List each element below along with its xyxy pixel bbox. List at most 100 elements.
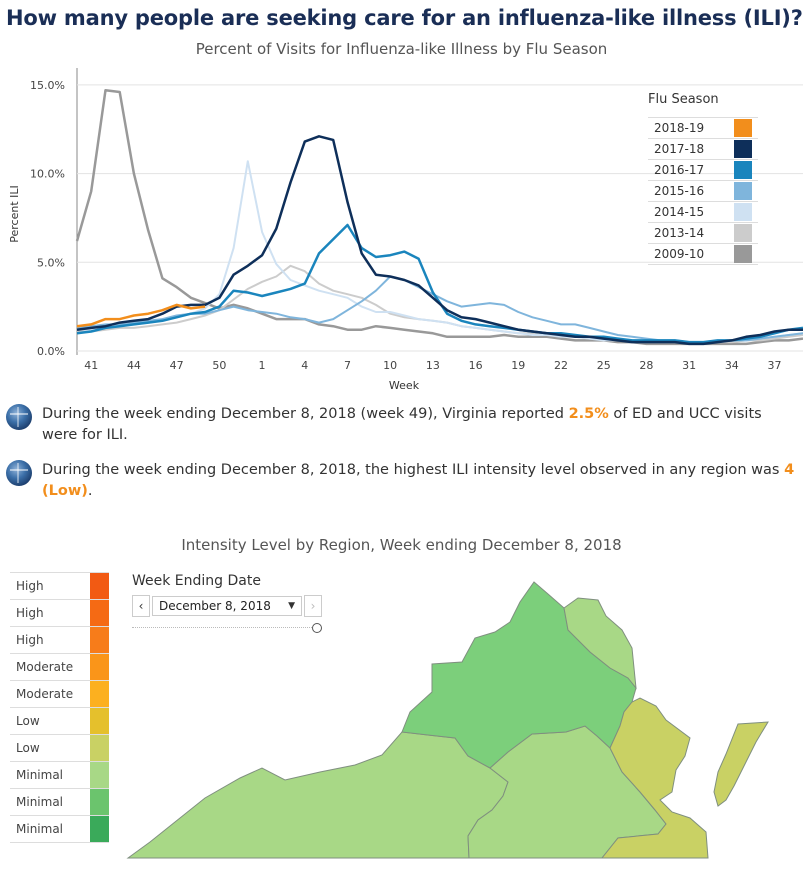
intensity-swatch	[90, 573, 109, 599]
intensity-scale-item: Low	[10, 707, 109, 734]
intensity-swatch	[90, 708, 109, 734]
intensity-scale-item: Moderate	[10, 680, 109, 707]
region-southwest[interactable]	[126, 731, 509, 859]
globe-icon	[6, 460, 32, 486]
highlight-value: 2.5%	[568, 406, 609, 422]
region-eastern[interactable]	[600, 697, 709, 859]
y-tick-label: 10.0%	[30, 168, 65, 181]
highlight-value: 4 (Low)	[42, 462, 795, 499]
intensity-label: High	[16, 606, 44, 620]
bullet-intensity-level: During the week ending December 8, 2018,…	[6, 460, 801, 502]
series-line-2015-16[interactable]	[76, 275, 803, 344]
x-tick-label: 19	[511, 359, 525, 372]
intensity-label: Low	[16, 714, 40, 728]
x-tick-label: 47	[170, 359, 184, 372]
x-tick-label: 34	[725, 359, 739, 372]
bullet-text: During the week ending December 8, 2018,…	[42, 462, 795, 499]
legend-swatch	[734, 119, 752, 137]
intensity-scale-item: Minimal	[10, 815, 109, 843]
intensity-swatch	[90, 654, 109, 680]
flu-season-legend: Flu Season 2018-19 2017-18 2016-17 2015-16 2…	[648, 92, 758, 265]
legend-item[interactable]: 2013-14	[648, 222, 758, 243]
legend-label: 2015-16	[654, 184, 705, 198]
legend-label: 2016-17	[654, 163, 705, 177]
week-ending-date-select[interactable]: December 8, 2018 ▼	[152, 596, 302, 616]
intensity-scale-item: Minimal	[10, 761, 109, 788]
intensity-swatch	[90, 762, 109, 788]
x-tick-label: 28	[639, 359, 653, 372]
legend-swatch	[734, 245, 752, 263]
intensity-swatch	[90, 735, 109, 761]
x-tick-label: 1	[259, 359, 266, 372]
y-tick-label: 15.0%	[30, 79, 65, 92]
intensity-swatch	[90, 789, 109, 815]
x-tick-label: 22	[554, 359, 568, 372]
legend-label: 2017-18	[654, 142, 705, 156]
selected-date: December 8, 2018	[159, 599, 271, 613]
x-tick-label: 41	[84, 359, 98, 372]
legend-item[interactable]: 2016-17	[648, 159, 758, 180]
intensity-label: Minimal	[16, 822, 64, 836]
y-tick-label: 0.0%	[37, 345, 65, 358]
next-week-button[interactable]: ›	[304, 595, 322, 617]
legend-item[interactable]: 2015-16	[648, 180, 758, 201]
intensity-swatch	[90, 681, 109, 707]
y-tick-label: 5.0%	[37, 256, 65, 269]
week-ending-title: Week Ending Date	[132, 573, 261, 589]
intensity-scale-item: High	[10, 572, 109, 599]
legend-swatch	[734, 140, 752, 158]
region-northern[interactable]	[563, 597, 637, 690]
intensity-scale-legend: High High High Moderate Moderate Low Low Minima…	[10, 572, 109, 843]
intensity-label: Moderate	[16, 687, 74, 701]
intensity-swatch	[90, 816, 109, 842]
legend-swatch	[734, 203, 752, 221]
x-tick-label: 50	[212, 359, 226, 372]
virginia-region-map	[126, 581, 769, 859]
x-axis-label: Week	[389, 379, 420, 392]
legend-swatch	[734, 224, 752, 242]
legend-swatch	[734, 182, 752, 200]
legend-label: 2014-15	[654, 205, 705, 219]
legend-item[interactable]: 2014-15	[648, 201, 758, 222]
series-line-2017-18[interactable]	[76, 135, 803, 346]
series-line-2018-19[interactable]	[76, 303, 206, 328]
intensity-scale-item: Low	[10, 734, 109, 761]
legend-swatch	[734, 161, 752, 179]
chevron-right-icon: ›	[310, 599, 316, 613]
region-eastern-shore[interactable]	[713, 721, 769, 807]
legend-label: 2013-14	[654, 226, 705, 240]
week-ending-filter: Week Ending Date ‹ December 8, 2018 ▼ ›	[132, 573, 322, 633]
intensity-swatch	[90, 600, 109, 626]
x-tick-label: 10	[383, 359, 397, 372]
intensity-swatch	[90, 627, 109, 653]
chart-title: Percent of Visits for Influenza-like Ill…	[195, 40, 608, 58]
slider-handle[interactable]	[312, 623, 322, 633]
x-tick-label: 16	[469, 359, 483, 372]
intensity-label: Moderate	[16, 660, 74, 674]
ili-line-chart: 0.0%5.0%10.0%15.0%41 44 47 50 1 4 7 10 13 16 19 22 2…	[8, 68, 803, 392]
legend-item[interactable]: 2017-18	[648, 138, 758, 159]
bullet-text: During the week ending December 8, 2018 …	[42, 406, 762, 443]
slider-track	[132, 627, 314, 630]
x-tick-label: 31	[682, 359, 696, 372]
legend-item[interactable]: 2009-10	[648, 243, 758, 265]
x-tick-label: 25	[597, 359, 611, 372]
page-title: How many people are seeking care for an …	[6, 6, 803, 30]
legend-item[interactable]: 2018-19	[648, 117, 758, 138]
x-tick-label: 37	[768, 359, 782, 372]
y-axis-label: Percent ILI	[8, 185, 21, 243]
legend-label: 2018-19	[654, 121, 705, 135]
intensity-scale-item: High	[10, 626, 109, 653]
x-tick-label: 4	[301, 359, 308, 372]
intensity-label: High	[16, 633, 44, 647]
date-slider[interactable]	[132, 623, 322, 633]
chevron-left-icon: ‹	[138, 599, 144, 613]
x-tick-label: 44	[127, 359, 141, 372]
intensity-scale-item: Minimal	[10, 788, 109, 815]
legend-label: 2009-10	[654, 247, 705, 261]
previous-week-button[interactable]: ‹	[132, 595, 150, 617]
x-tick-label: 13	[426, 359, 440, 372]
intensity-scale-item: High	[10, 599, 109, 626]
x-tick-label: 7	[344, 359, 351, 372]
bullet-ili-percent: During the week ending December 8, 2018 …	[6, 404, 801, 446]
